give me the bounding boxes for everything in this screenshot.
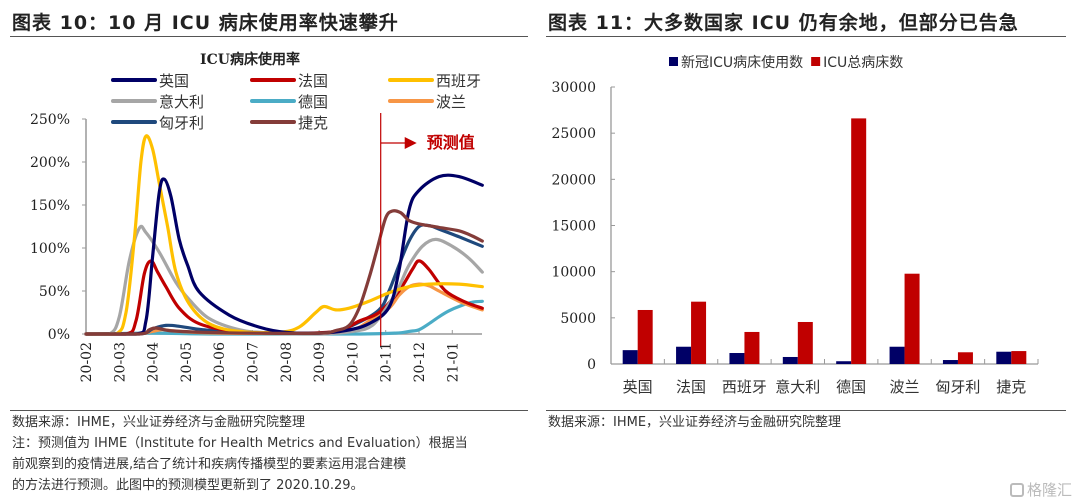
line-chart-x-tick-label: 20-11 — [379, 342, 395, 382]
bar-chart-category-label: 英国 — [623, 378, 653, 396]
bar-total-5 — [851, 118, 867, 364]
line-chart-x-tick-label: 20-09 — [312, 342, 328, 382]
bar-chart-y-tick-label: 5000 — [560, 311, 596, 327]
line-chart-x-tick-label: 20-05 — [179, 342, 195, 382]
bar-chart-category-label: 波兰 — [890, 378, 920, 396]
bar-used-6 — [889, 346, 905, 364]
line-chart-y-tick-label: 200% — [30, 155, 70, 171]
bar-chart-category-label: 匈牙利 — [935, 378, 980, 396]
bar-chart-category-label: 德国 — [836, 378, 866, 396]
bar-total-7 — [957, 352, 973, 364]
bar-chart-y-tick-label: 25000 — [551, 126, 596, 142]
line-series-3 — [84, 134, 484, 336]
left-footnote: 数据来源：IHME，兴业证券经济与金融研究院整理 注：预测值为 IHME（Ins… — [12, 412, 468, 496]
left-note-line-1: 注：预测值为 IHME（Institute for Health Metrics… — [12, 436, 468, 451]
bar-chart-category-label: 意大利 — [775, 378, 820, 396]
watermark: 格隆汇 — [1009, 479, 1072, 500]
legend-label-2: 法国 — [298, 72, 328, 90]
bar-chart-category-label: 捷克 — [996, 378, 1026, 396]
line-chart-x-tick-label: 20-12 — [412, 342, 428, 382]
legend-label-4: 意大利 — [159, 93, 204, 111]
line-chart-x-tick-label: 21-01 — [445, 342, 461, 382]
bar-used-8 — [996, 351, 1012, 364]
bar-legend-label-1: 新冠ICU病床使用数 — [681, 54, 803, 71]
watermark-text: 格隆汇 — [1026, 481, 1072, 499]
line-chart-x-tick-label: 20-03 — [112, 342, 128, 382]
legend-label-6: 波兰 — [436, 93, 466, 111]
bar-chart-category-label: 西班牙 — [722, 378, 767, 396]
line-chart-y-tick-label: 50% — [39, 284, 70, 300]
bar-legend-swatch-1 — [669, 57, 678, 66]
bar-chart-y-tick-label: 30000 — [551, 80, 596, 96]
line-chart-x-tick-label: 20-10 — [345, 342, 361, 382]
left-source-text: 数据来源：IHME，兴业证券经济与金融研究院整理 — [12, 415, 306, 430]
legend-label-7: 匈牙利 — [159, 114, 204, 132]
forecast-label: 预测值 — [427, 133, 475, 152]
bar-chart-y-tick-label: 15000 — [551, 219, 596, 235]
line-chart-x-tick-label: 20-07 — [246, 342, 262, 382]
bar-used-5 — [836, 361, 852, 364]
legend-label-1: 英国 — [159, 72, 189, 90]
bar-legend-swatch-2 — [811, 57, 821, 66]
line-chart-x-tick-label: 20-06 — [212, 342, 228, 382]
line-chart-x-tick-label: 20-08 — [279, 342, 295, 382]
left-note-line-2: 前观察到的疫情进展,结合了统计和疾病传播模型的要素运用混合建模 — [12, 457, 407, 472]
bar-total-4 — [797, 321, 813, 364]
right-source-text: 数据来源：IHME，兴业证券经济与金融研究院整理 — [548, 415, 842, 430]
bar-total-1 — [637, 309, 653, 364]
right-title-rule — [546, 36, 1066, 37]
bar-used-7 — [942, 360, 958, 364]
right-chart-title: 图表 11：大多数国家 ICU 仍有余地，但部分已告急 — [548, 12, 1019, 34]
left-source-rule — [10, 410, 528, 411]
bar-chart-y-tick-label: 10000 — [551, 265, 596, 281]
line-chart-x-tick-label: 20-02 — [79, 342, 95, 382]
line-chart-y-tick-label: 250% — [30, 112, 70, 128]
left-chart-title: 图表 10：10 月 ICU 病床使用率快速攀升 — [12, 12, 399, 34]
right-source-rule — [546, 410, 1066, 411]
bar-total-2 — [691, 301, 707, 364]
line-chart-y-tick-label: 0% — [48, 327, 70, 343]
bar-used-3 — [729, 353, 745, 364]
bar-chart-category-label: 法国 — [676, 378, 706, 396]
line-series-8 — [84, 209, 484, 336]
line-chart-title: ICU病床使用率 — [200, 51, 300, 68]
bar-chart-y-tick-label: 0 — [587, 357, 596, 373]
bar-total-3 — [744, 331, 760, 364]
legend-label-3: 西班牙 — [436, 72, 481, 90]
bar-legend-label-2: ICU总病床数 — [823, 55, 903, 71]
bar-used-1 — [622, 350, 638, 364]
line-series-1 — [84, 173, 484, 336]
bar-total-6 — [904, 273, 920, 364]
bar-chart-y-tick-label: 20000 — [551, 172, 596, 188]
legend-label-5: 德国 — [298, 93, 328, 111]
line-chart-y-tick-label: 100% — [30, 241, 70, 257]
watermark-logo-icon — [1009, 482, 1024, 497]
line-chart-y-tick-label: 150% — [30, 198, 70, 214]
bar-used-2 — [676, 346, 692, 364]
bar-used-4 — [782, 356, 798, 364]
forecast-arrow-icon — [404, 137, 417, 149]
left-note-line-3: 的方法进行预测。此图中的预测模型更新到了 2020.10.29。 — [12, 478, 364, 493]
line-chart-x-tick-label: 20-04 — [146, 342, 162, 382]
legend-label-8: 捷克 — [298, 114, 328, 132]
bar-total-8 — [1011, 351, 1027, 364]
left-title-rule — [10, 36, 528, 37]
